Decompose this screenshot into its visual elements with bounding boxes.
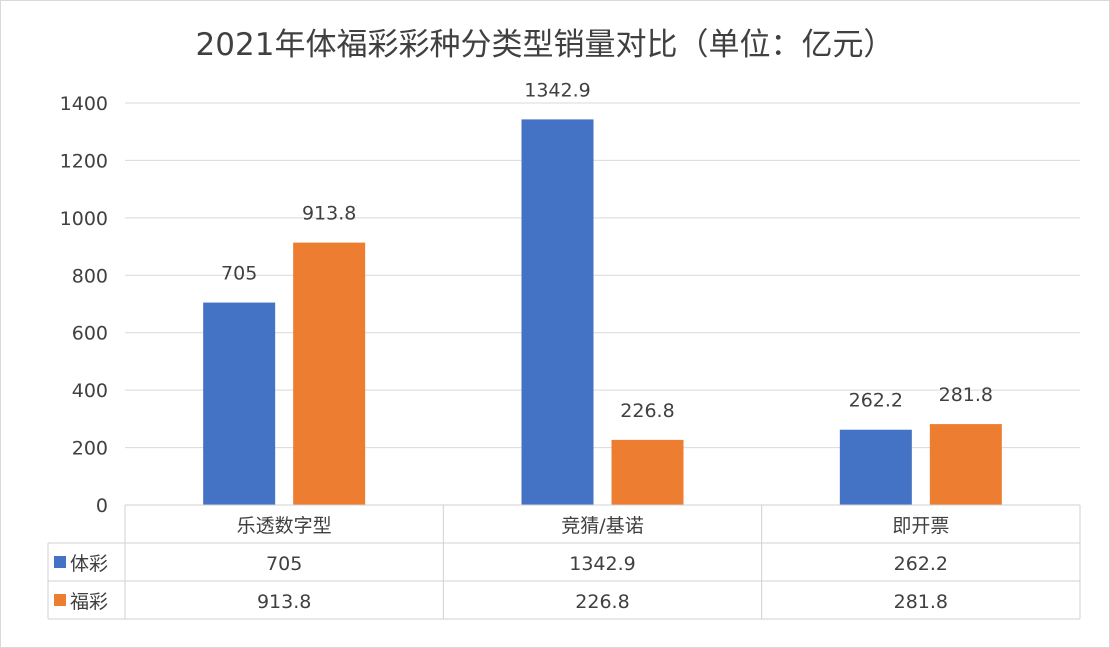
y-tick-label: 800 — [72, 265, 108, 287]
y-tick-label: 1400 — [60, 93, 108, 115]
table-value: 705 — [266, 553, 302, 575]
bar — [203, 302, 276, 505]
data-label: 262.2 — [849, 390, 903, 412]
category-label: 竞猜/基诺 — [561, 515, 643, 537]
bar — [293, 242, 366, 505]
legend-swatch — [54, 594, 66, 606]
data-label: 913.8 — [302, 203, 356, 225]
series-name: 体彩 — [70, 553, 108, 575]
data-label: 705 — [221, 263, 257, 285]
bar — [839, 429, 912, 505]
data-label: 1342.9 — [524, 79, 590, 101]
y-tick-label: 400 — [72, 380, 108, 402]
table-value: 1342.9 — [569, 553, 635, 575]
bar — [521, 119, 594, 505]
bar — [929, 424, 1002, 505]
table-value: 262.2 — [894, 553, 948, 575]
legend-swatch — [54, 556, 66, 568]
chart-title: 2021年体福彩彩种分类型销量对比（单位：亿元） — [196, 27, 895, 63]
y-tick-label: 1000 — [60, 208, 108, 230]
bars — [203, 119, 1002, 505]
category-label: 即开票 — [892, 515, 949, 537]
y-tick-label: 1200 — [60, 150, 108, 172]
data-label: 281.8 — [939, 384, 993, 406]
data-label: 226.8 — [620, 400, 674, 422]
table-value: 226.8 — [575, 591, 629, 613]
data-labels: 705 1342.9 262.2 913.8 226.8 281.8 — [221, 79, 993, 421]
category-label: 乐透数字型 — [237, 515, 332, 537]
y-tick-label: 200 — [72, 438, 108, 460]
y-tick-label: 600 — [72, 323, 108, 345]
series-name: 福彩 — [70, 591, 108, 613]
y-tick-label: 0 — [96, 495, 108, 517]
bar — [611, 439, 684, 505]
table-value: 913.8 — [257, 591, 311, 613]
gridlines — [125, 102, 1080, 449]
y-axis-ticks: 0 200 400 600 800 1000 1200 1400 — [60, 93, 108, 517]
table-value: 281.8 — [894, 591, 948, 613]
